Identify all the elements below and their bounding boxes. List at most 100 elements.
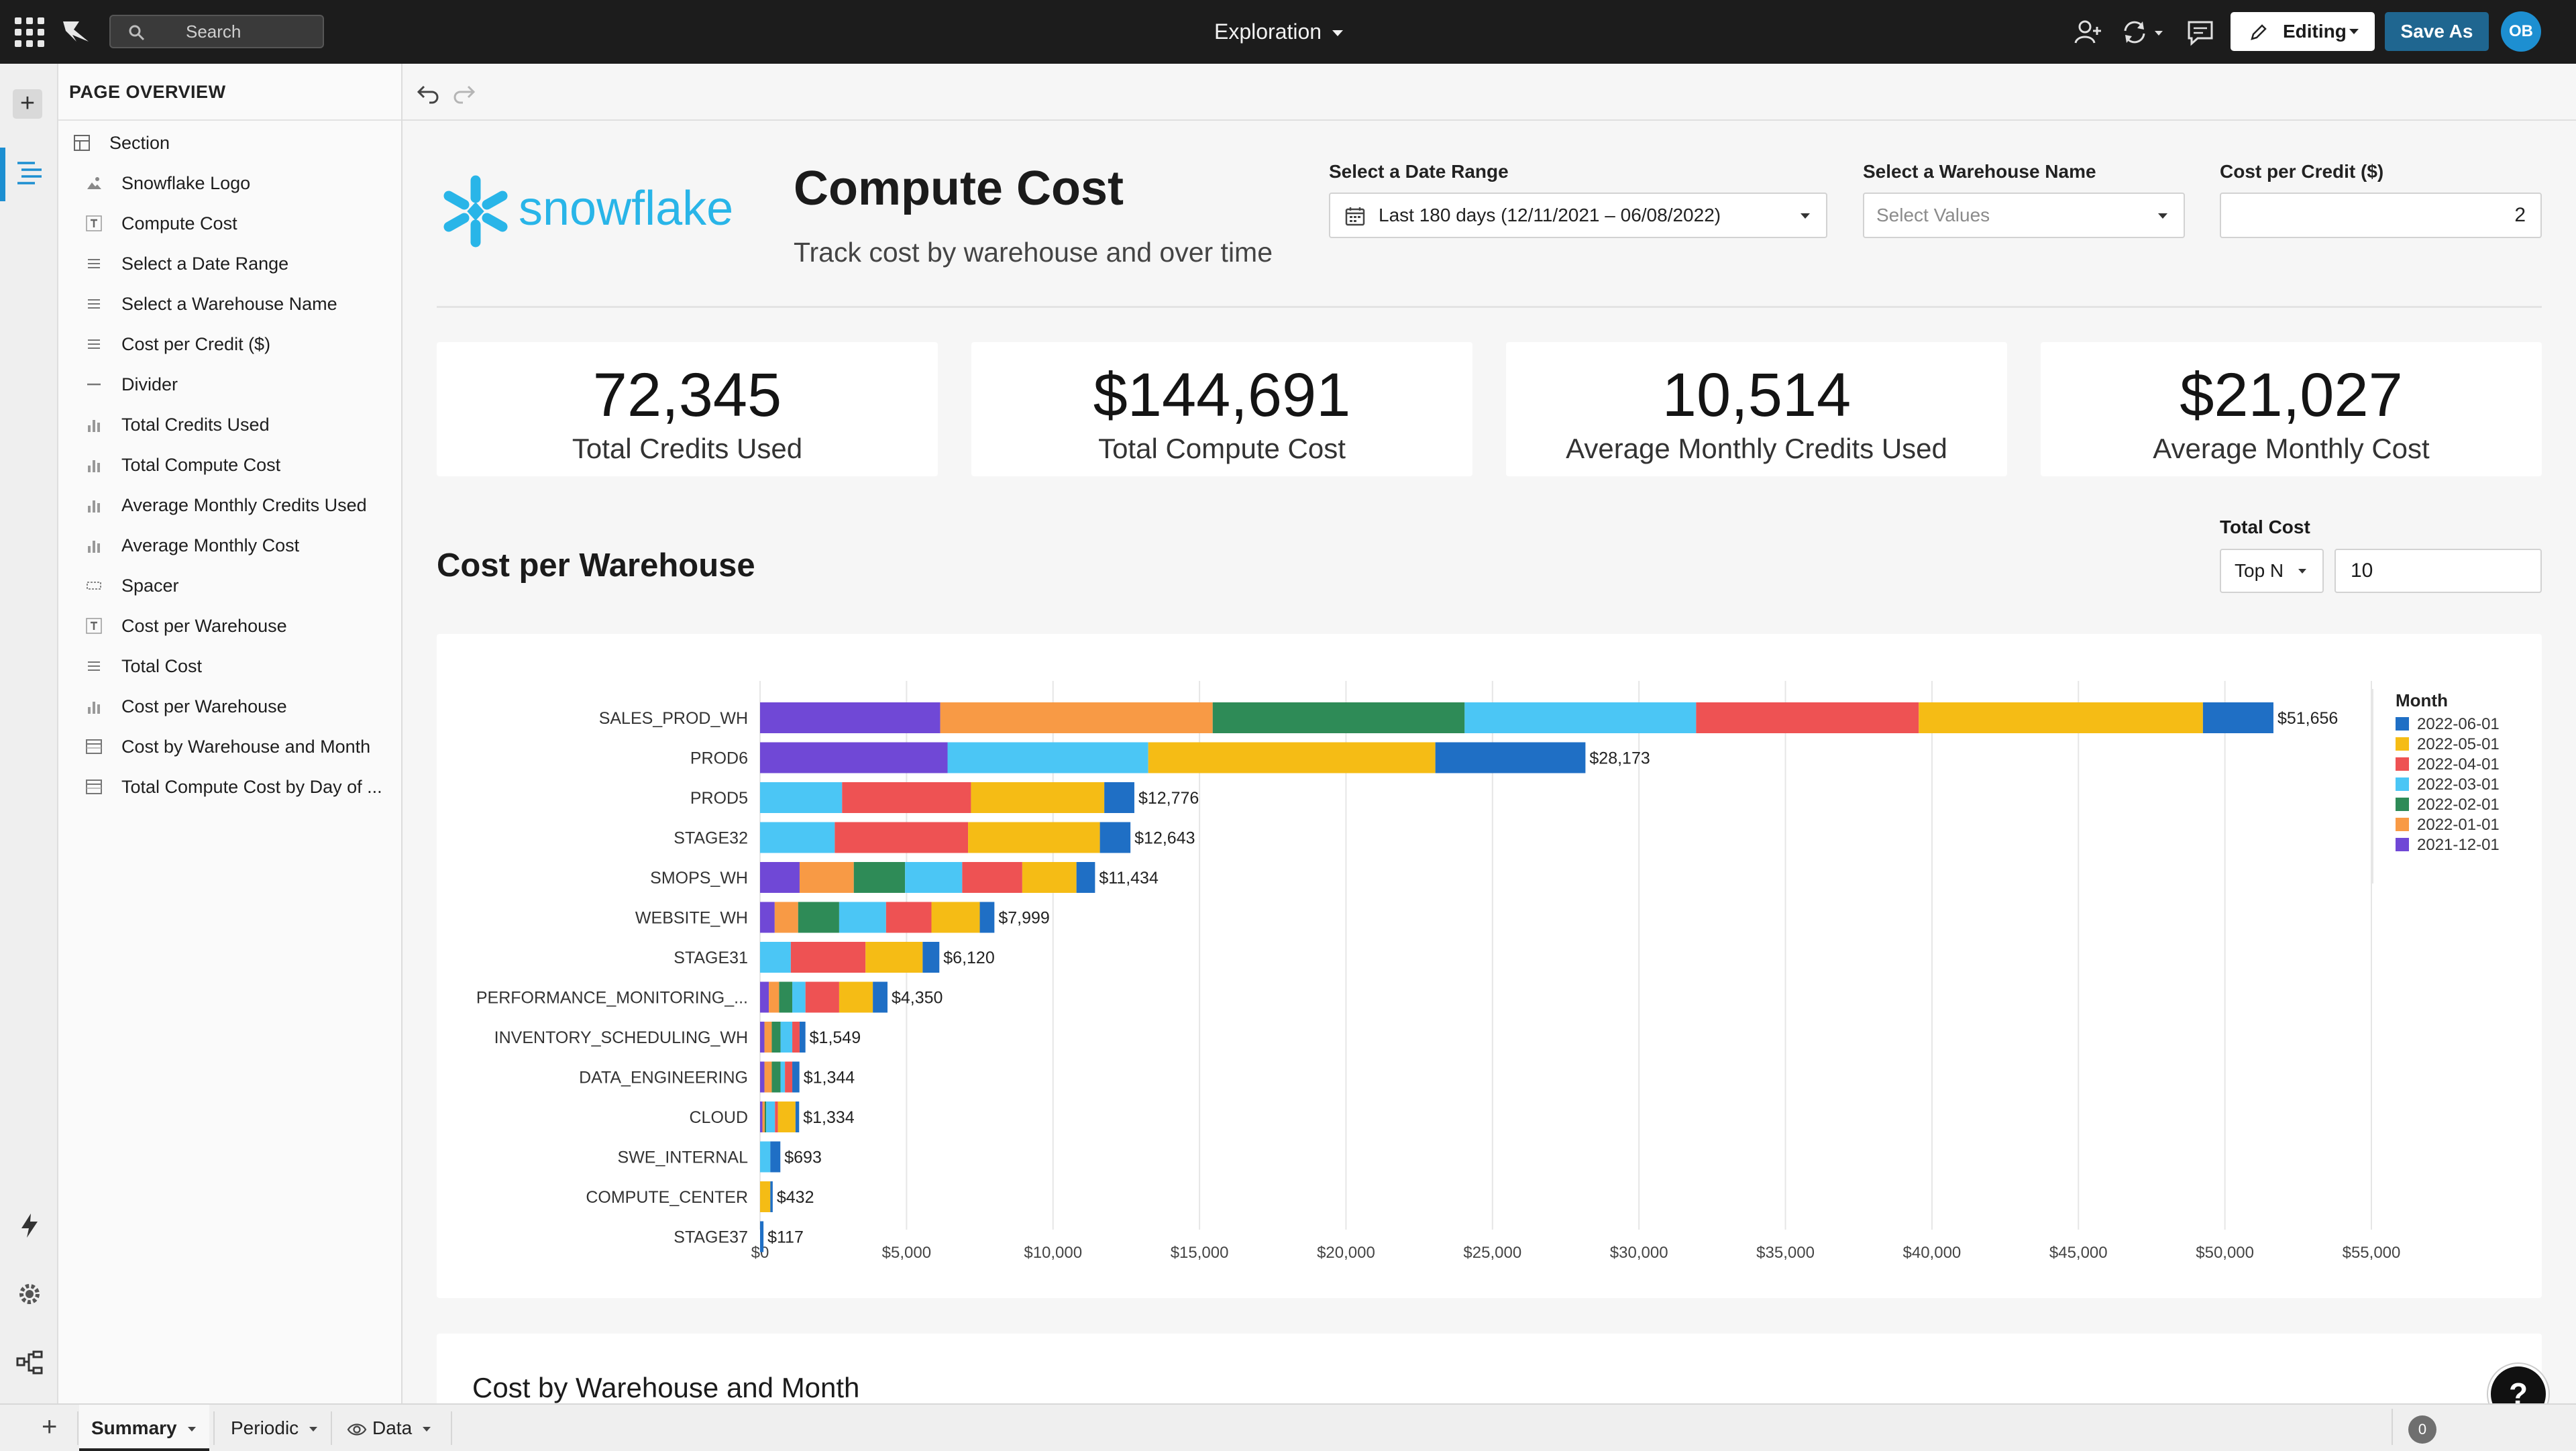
panel-item[interactable]: Cost per Warehouse: [58, 606, 401, 646]
bar-segment[interactable]: [968, 822, 1100, 853]
bar-segment[interactable]: [760, 1181, 771, 1212]
gear-icon[interactable]: [15, 1279, 44, 1309]
bar-segment[interactable]: [792, 1061, 800, 1093]
bar-segment[interactable]: [940, 702, 1213, 733]
bar-segment[interactable]: [769, 981, 780, 1013]
tab-summary[interactable]: Summary: [79, 1405, 209, 1451]
refresh-menu-icon[interactable]: [2120, 17, 2167, 47]
bar-segment[interactable]: [922, 942, 940, 973]
comment-icon[interactable]: [2186, 17, 2215, 47]
bar-segment[interactable]: [795, 1101, 800, 1132]
lightning-icon[interactable]: [15, 1211, 44, 1240]
top-n-mode-select[interactable]: Top N: [2220, 549, 2324, 593]
bar-segment[interactable]: [805, 981, 839, 1013]
panel-item[interactable]: Cost per Credit ($): [58, 324, 401, 364]
notifications-badge[interactable]: 0: [2408, 1415, 2436, 1444]
cost-per-credit-input[interactable]: 2: [2220, 193, 2542, 238]
bar-segment[interactable]: [760, 782, 843, 813]
panel-item[interactable]: Section: [58, 123, 401, 163]
bar-segment[interactable]: [777, 1101, 796, 1132]
bar-segment[interactable]: [905, 862, 963, 893]
bar-segment[interactable]: [1076, 862, 1095, 893]
bar-segment[interactable]: [1099, 822, 1131, 853]
cost-by-warehouse-month-card[interactable]: Cost by Warehouse and Month: [437, 1334, 2542, 1407]
bar-segment[interactable]: [779, 981, 793, 1013]
bar-segment[interactable]: [771, 1022, 781, 1053]
panel-item[interactable]: Average Monthly Credits Used: [58, 485, 401, 525]
save-as-button[interactable]: Save As: [2385, 12, 2489, 51]
bar-segment[interactable]: [853, 862, 906, 893]
sigma-logo-icon[interactable]: [59, 15, 93, 48]
bar-segment[interactable]: [1148, 742, 1436, 773]
panel-item[interactable]: Cost by Warehouse and Month: [58, 727, 401, 767]
document-title-menu[interactable]: Exploration: [1214, 17, 1344, 46]
bar-segment[interactable]: [792, 1022, 800, 1053]
bar-segment[interactable]: [760, 1101, 763, 1132]
panel-item[interactable]: Spacer: [58, 566, 401, 606]
bar-segment[interactable]: [760, 702, 941, 733]
bar-segment[interactable]: [760, 1022, 765, 1053]
bar-segment[interactable]: [931, 902, 980, 933]
editing-mode-button[interactable]: Editing: [2231, 12, 2375, 51]
bar-segment[interactable]: [760, 1141, 771, 1173]
lineage-icon[interactable]: [15, 1348, 44, 1377]
bar-segment[interactable]: [762, 1101, 765, 1132]
app-launcher-icon[interactable]: [15, 17, 44, 47]
panel-item[interactable]: Snowflake Logo: [58, 163, 401, 203]
bar-segment[interactable]: [962, 862, 1022, 893]
panel-item[interactable]: Cost per Warehouse: [58, 686, 401, 727]
page-overview-icon[interactable]: [15, 158, 44, 187]
bar-segment[interactable]: [760, 822, 835, 853]
bar-segment[interactable]: [764, 1022, 772, 1053]
warehouse-select[interactable]: Select Values: [1863, 193, 2185, 238]
bar-segment[interactable]: [770, 1181, 773, 1212]
bar-segment[interactable]: [873, 981, 888, 1013]
bar-segment[interactable]: [780, 1061, 786, 1093]
cost-per-warehouse-chart[interactable]: $0 $5,000 $10,000 $15,000 $20,000 $25,000 $30,…: [437, 634, 2542, 1298]
bar-segment[interactable]: [1435, 742, 1586, 773]
bar-segment[interactable]: [1464, 702, 1697, 733]
panel-item[interactable]: Compute Cost: [58, 203, 401, 244]
bar-segment[interactable]: [839, 981, 873, 1013]
bar-segment[interactable]: [1104, 782, 1134, 813]
panel-item[interactable]: Select a Date Range: [58, 244, 401, 284]
bar-segment[interactable]: [971, 782, 1105, 813]
bar-segment[interactable]: [792, 981, 806, 1013]
bar-segment[interactable]: [835, 822, 969, 853]
bar-segment[interactable]: [799, 862, 854, 893]
panel-item[interactable]: Divider: [58, 364, 401, 405]
bar-segment[interactable]: [766, 1101, 775, 1132]
bar-segment[interactable]: [790, 942, 866, 973]
bar-segment[interactable]: [885, 902, 932, 933]
tab-data[interactable]: Data: [332, 1405, 445, 1451]
bar-segment[interactable]: [1022, 862, 1077, 893]
bar-segment[interactable]: [1919, 702, 2203, 733]
panel-item[interactable]: Total Cost: [58, 646, 401, 686]
add-element-button[interactable]: +: [13, 89, 42, 119]
bar-segment[interactable]: [839, 902, 886, 933]
tab-periodic[interactable]: Periodic: [215, 1405, 332, 1451]
cost-per-warehouse-chart-card[interactable]: $0 $5,000 $10,000 $15,000 $20,000 $25,000 $30,…: [437, 634, 2542, 1298]
kpi-total-credits-used[interactable]: 72,345 Total Credits Used: [437, 342, 938, 476]
bar-segment[interactable]: [760, 902, 775, 933]
bar-segment[interactable]: [760, 1221, 764, 1252]
panel-item[interactable]: Total Credits Used: [58, 405, 401, 445]
search-input[interactable]: Search: [109, 15, 324, 48]
bar-segment[interactable]: [775, 1101, 778, 1132]
bar-segment[interactable]: [760, 742, 948, 773]
undo-icon[interactable]: [416, 80, 441, 105]
add-page-button[interactable]: +: [42, 1412, 58, 1442]
panel-item[interactable]: Select a Warehouse Name: [58, 284, 401, 324]
kpi-average-monthly-credits[interactable]: 10,514 Average Monthly Credits Used: [1506, 342, 2007, 476]
bar-segment[interactable]: [780, 1022, 793, 1053]
user-avatar[interactable]: OB: [2501, 11, 2541, 52]
bar-segment[interactable]: [760, 1061, 765, 1093]
kpi-total-compute-cost[interactable]: $144,691 Total Compute Cost: [971, 342, 1472, 476]
bar-segment[interactable]: [1212, 702, 1465, 733]
bar-segment[interactable]: [774, 902, 798, 933]
bar-segment[interactable]: [842, 782, 971, 813]
bar-segment[interactable]: [865, 942, 923, 973]
top-n-value-input[interactable]: 10: [2334, 549, 2542, 593]
bar-segment[interactable]: [764, 1101, 767, 1132]
kpi-average-monthly-cost[interactable]: $21,027 Average Monthly Cost: [2041, 342, 2542, 476]
